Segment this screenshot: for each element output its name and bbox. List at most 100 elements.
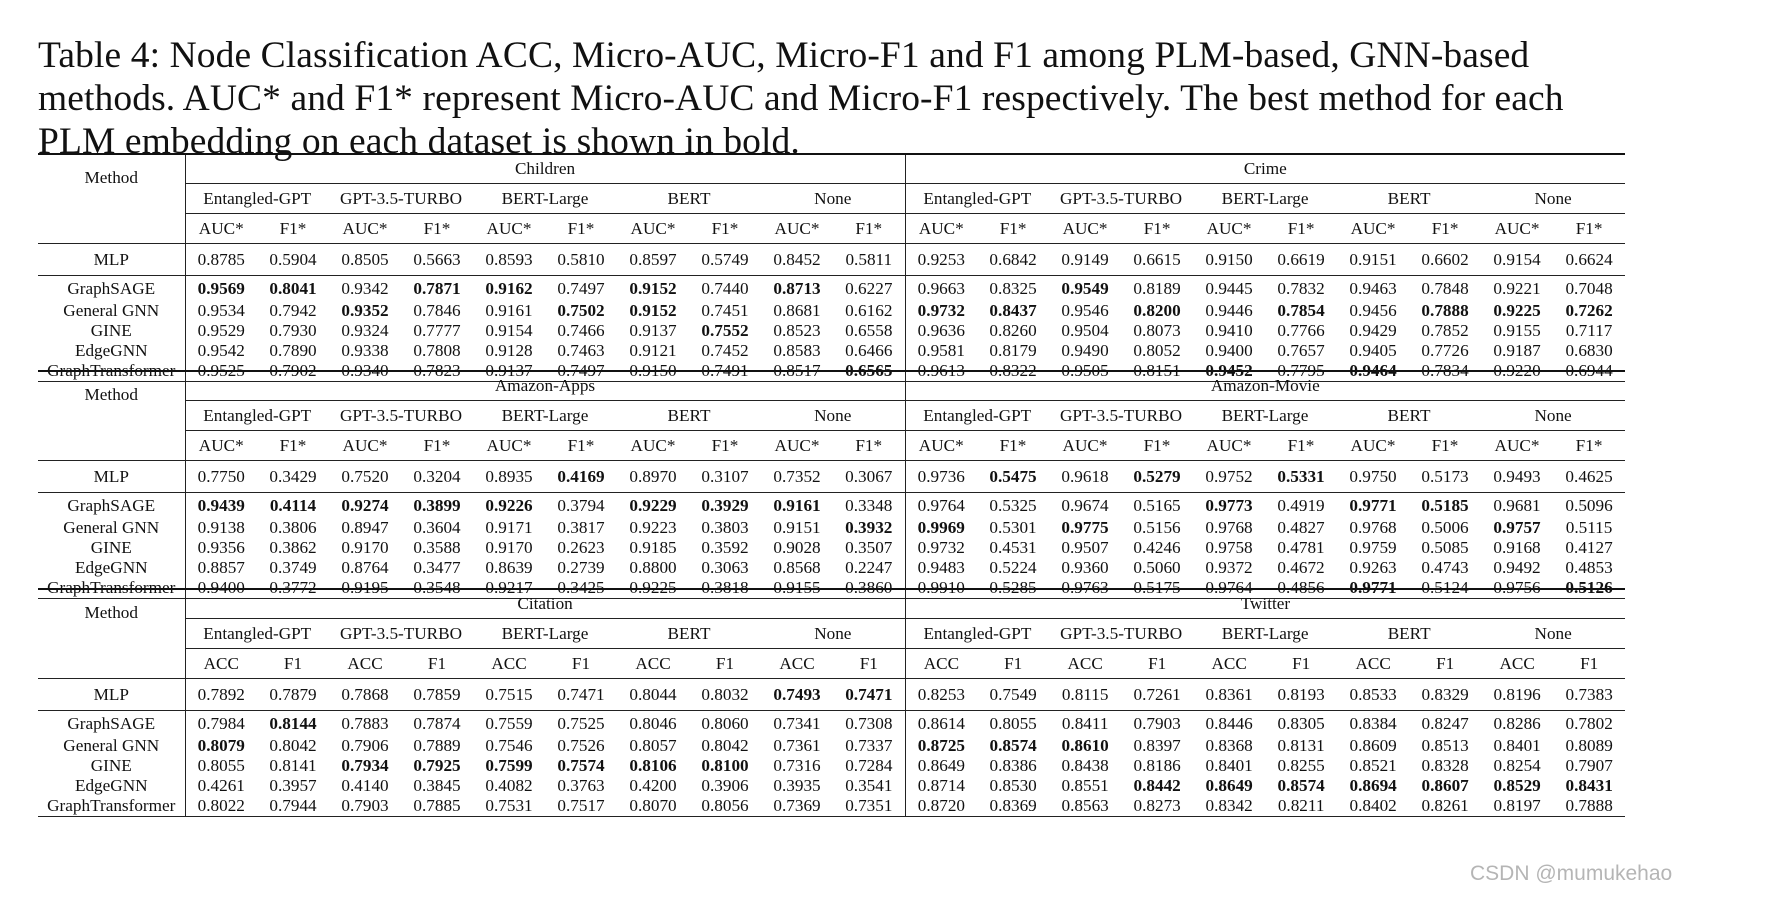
metric-header: ACC [1049,648,1122,679]
results-table-3: Method Citation Twitter Entangled-GPT GPT-3.… [38,588,1626,817]
value-cell: 0.9162 [485,278,533,298]
metric-header: F1* [1121,213,1194,244]
method-name: GINE [90,538,132,557]
value-cell: 0.7750 [184,460,257,493]
value-cell: 0.3862 [269,538,317,557]
value-cell: 0.3806 [269,518,317,537]
value-cell: 0.3592 [701,538,749,557]
metric-header: AUC* [904,213,978,244]
value-cell: 0.5006 [1421,518,1469,537]
table-row: GraphSAGE 0.9569 0.8041 0.9342 0.7871 0.9162 0… [38,275,1625,301]
table-row: EdgeGNN 0.4261 0.3957 0.4140 0.3845 0.4082 0.3… [38,776,1625,796]
value-cell: 0.4853 [1565,558,1613,577]
value-cell: 0.8042 [269,736,317,755]
plm-header: Entangled-GPT [904,400,1049,431]
value-cell: 0.9771 [1349,495,1397,515]
value-cell: 0.9171 [485,518,533,537]
value-cell: 0.8437 [989,301,1037,320]
value-cell: 0.4827 [1277,518,1325,537]
value-cell: 0.4082 [485,776,533,795]
metric-header: F1 [257,648,329,679]
value-cell: 0.7471 [833,678,906,711]
value-cell: 0.8397 [1133,736,1181,755]
value-cell: 0.9490 [1061,341,1109,360]
value-cell: 0.8583 [773,341,821,360]
value-cell: 0.7440 [701,278,749,298]
value-cell: 0.7284 [845,756,893,775]
value-cell: 0.8649 [1205,776,1253,795]
value-cell: 0.8144 [269,713,317,733]
value-cell: 0.9405 [1349,341,1397,360]
value-cell: 0.9493 [1481,460,1553,493]
method-header: Method [38,153,185,244]
value-cell: 0.8593 [473,243,545,276]
metric-header: F1* [1409,430,1481,461]
value-cell: 0.9757 [1493,518,1541,537]
value-cell: 0.3749 [269,558,317,577]
plm-header: GPT-3.5-TURBO [1049,183,1194,214]
value-cell: 0.9775 [1061,518,1109,537]
metric-header: AUC* [904,430,977,461]
value-cell: 0.7351 [833,796,906,817]
value-cell: 0.8055 [184,756,257,776]
value-cell: 0.8970 [617,460,689,493]
watermark: CSDN @mumukehao [1470,862,1673,885]
value-cell: 0.7526 [557,736,605,755]
dataset-header: Children [184,153,906,184]
value-cell: 0.5156 [1133,518,1181,537]
value-cell: 0.8255 [1277,756,1325,775]
method-header: Method [38,370,185,461]
plm-header: BERT [617,183,761,214]
metric-header: AUC* [1049,430,1121,461]
metric-header: F1 [1121,648,1194,679]
value-cell: 0.7452 [701,341,749,360]
value-cell: 0.5749 [689,243,761,276]
value-cell: 0.4114 [269,495,317,515]
value-cell: 0.8196 [1481,678,1554,711]
value-cell: 0.9168 [1493,538,1541,557]
value-cell: 0.2247 [845,558,893,577]
value-cell: 0.9137 [629,321,677,340]
value-cell: 0.9400 [1205,341,1253,360]
metric-header: ACC [1481,648,1554,679]
value-cell: 0.5325 [989,495,1037,515]
value-cell: 0.8253 [904,678,978,711]
plm-header: GPT-3.5-TURBO [329,618,473,649]
value-cell: 0.9185 [629,538,677,557]
method-name: GraphSAGE [67,495,156,515]
value-cell: 0.5279 [1121,460,1193,493]
table-row: MLP 0.8785 0.5904 0.8505 0.5663 0.8593 0.5810 0… [38,243,1626,276]
value-cell: 0.8328 [1421,756,1469,775]
value-cell: 0.8369 [977,796,1050,817]
plm-header: BERT-Large [473,618,617,649]
metric-header: ACC [904,648,978,679]
value-cell: 0.8056 [689,796,761,817]
value-cell: 0.9161 [485,301,533,320]
value-cell: 0.8305 [1277,713,1325,733]
value-cell: 0.8438 [1061,756,1109,775]
value-cell: 0.7574 [557,756,605,775]
plm-header: None [1481,183,1626,214]
table-row: MLP 0.7750 0.3429 0.7520 0.3204 0.8935 0.4169 0… [38,460,1626,493]
plm-header: GPT-3.5-TURBO [1049,400,1193,431]
value-cell: 0.3935 [773,776,821,795]
value-cell: 0.9507 [1061,538,1109,557]
value-cell: 0.7546 [485,736,533,755]
value-cell: 0.9028 [773,538,821,557]
plm-header: BERT-Large [1193,618,1338,649]
value-cell: 0.3429 [257,460,329,493]
value-cell: 0.7369 [761,796,833,817]
metric-header: F1* [833,430,905,461]
value-cell: 0.8106 [629,756,677,775]
value-cell: 0.7262 [1565,301,1613,320]
value-cell: 0.9674 [1061,495,1109,515]
value-cell: 0.8551 [1061,776,1109,795]
value-cell: 0.7903 [1133,713,1181,733]
value-cell: 0.3541 [845,776,893,795]
value-cell: 0.9152 [629,301,677,320]
value-cell: 0.7888 [1421,301,1469,320]
value-cell: 0.7471 [545,678,617,711]
value-cell: 0.9342 [341,278,389,298]
value-cell: 0.7777 [413,321,461,340]
value-cell: 0.9128 [485,341,533,360]
